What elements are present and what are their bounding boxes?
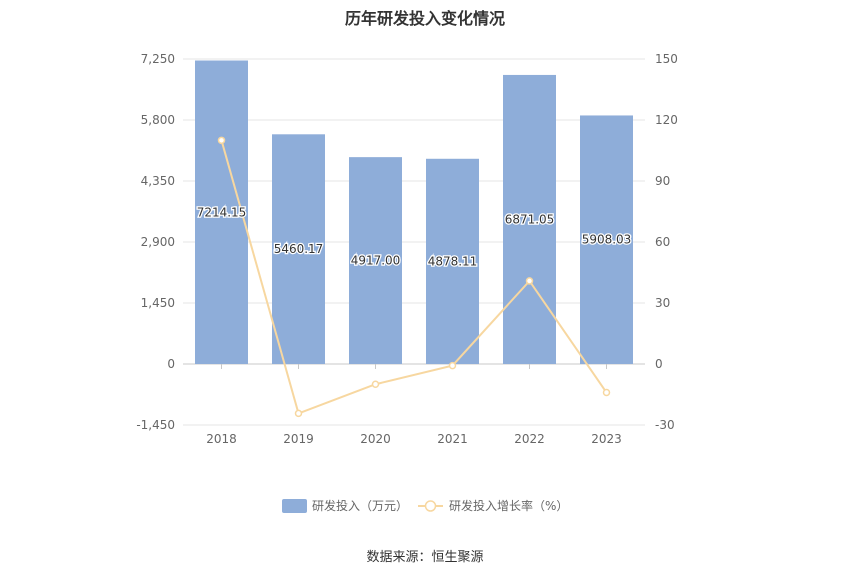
y-left-tick-label: 1,450	[141, 296, 175, 310]
growth-point	[294, 409, 303, 418]
bar-data-label: 4917.00	[351, 254, 401, 268]
y-right-tick-label: 90	[655, 174, 670, 188]
growth-point	[602, 388, 611, 397]
legend-swatch-point	[424, 500, 437, 512]
bar-data-label: 5460.17	[274, 242, 324, 256]
legend-label-bar: 研发投入（万元）	[312, 498, 408, 513]
growth-point	[371, 380, 380, 388]
x-tick-label: 2020	[360, 432, 391, 446]
x-tick-label: 2018	[206, 432, 237, 446]
y-left-tick-label: 0	[167, 357, 175, 371]
data-source: 数据来源：恒生聚源	[366, 550, 484, 565]
bar	[195, 60, 248, 364]
growth-line	[220, 140, 608, 415]
y-left-tick-label: 7,250	[141, 52, 175, 66]
growth-point	[448, 361, 457, 370]
y-left-tick-label: 4,350	[141, 174, 175, 188]
bar-data-label: 5908.03	[582, 233, 632, 247]
x-tick-label: 2022	[514, 432, 545, 446]
y-right-tick-label: 30	[655, 296, 670, 310]
bar-data-label: 4878.11	[428, 254, 478, 268]
bar	[272, 134, 325, 364]
bar	[503, 74, 556, 365]
y-left-tick-label: 2,900	[141, 235, 175, 249]
bar-data-label: 7214.15	[197, 205, 247, 219]
bar	[349, 157, 402, 364]
legend-swatch-bar	[282, 499, 307, 513]
bar-data-label: 6871.05	[505, 212, 555, 226]
y-left-tick-label: -1,450	[136, 418, 175, 432]
legend-label-line: 研发投入增长率（%）	[449, 498, 568, 513]
x-tick-label: 2021	[437, 432, 468, 446]
bar	[580, 115, 633, 364]
y-right-tick-label: 60	[655, 235, 670, 249]
x-tick-label: 2019	[283, 432, 314, 446]
y-right-tick-label: -30	[655, 418, 675, 432]
bar	[426, 158, 479, 364]
growth-point	[217, 136, 226, 145]
y-left-tick-label: 5,800	[141, 113, 175, 127]
growth-point	[525, 277, 534, 285]
y-right-tick-label: 150	[655, 52, 678, 66]
x-tick-label: 2023	[591, 432, 622, 446]
chart-title: 历年研发投入变化情况	[344, 9, 505, 28]
y-right-tick-label: 0	[655, 357, 663, 371]
y-right-tick-label: 120	[655, 113, 678, 127]
